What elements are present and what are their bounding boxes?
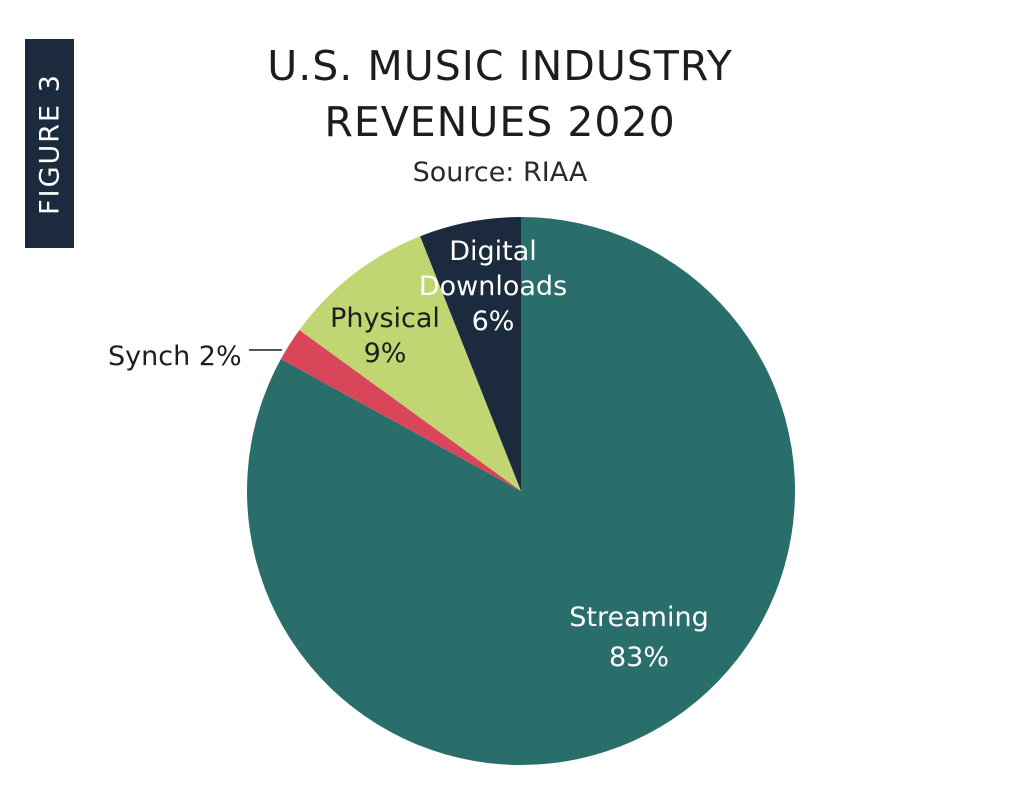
slice-label-synch-line-1: Synch 2% [108, 341, 242, 372]
slice-label-physical-line-2: 9% [364, 338, 407, 369]
chart-title-line-1: U.S. MUSIC INDUSTRY [267, 42, 733, 90]
pie-slice-physical [299, 236, 521, 491]
pie-slice-synch [280, 329, 521, 491]
figure-tag: FIGURE 3 [25, 39, 74, 248]
slice-label-digital-downloads-line-1: Digital [449, 236, 537, 267]
pie-slice-digital-downloads [420, 217, 521, 491]
pie-labels: Streaming 83% Synch 2% Physical 9% Digital Dow… [108, 236, 709, 673]
pie-slice-streaming [246, 217, 795, 766]
chart-subtitle: Source: RIAA [412, 157, 588, 188]
slice-label-digital-downloads-line-2: Downloads [419, 271, 567, 302]
slice-label-digital-downloads-line-3: 6% [472, 306, 515, 337]
slice-label-streaming-line-2: 83% [609, 642, 669, 673]
slice-label-streaming-line-1: Streaming [569, 602, 708, 633]
pie-slices [246, 217, 795, 766]
slice-label-physical-line-1: Physical [330, 303, 440, 334]
chart-title-line-2: REVENUES 2020 [324, 98, 676, 146]
